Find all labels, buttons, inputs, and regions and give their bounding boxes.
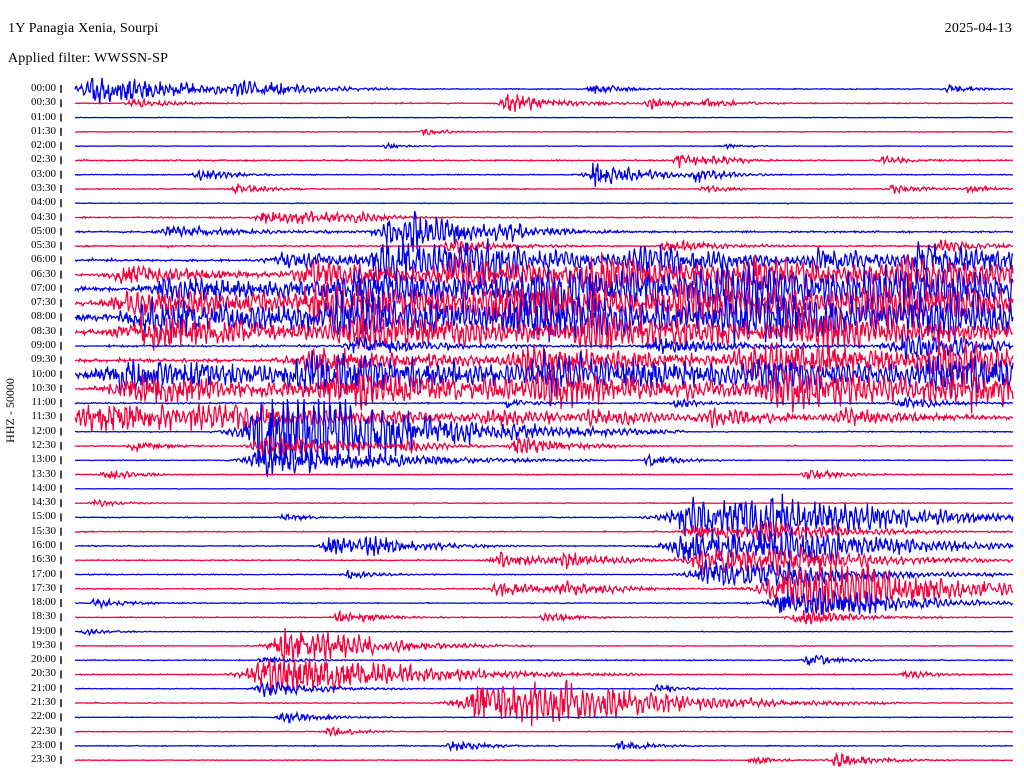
time-axis-label: 21:00	[30, 681, 56, 694]
time-axis-label: 18:30	[30, 610, 56, 623]
time-axis-label: 16:30	[30, 553, 56, 566]
time-axis-label: 23:30	[30, 753, 56, 766]
time-axis-label: 22:00	[30, 710, 56, 723]
seismic-trace-row	[74, 726, 1014, 738]
time-axis-label: 08:00	[30, 310, 56, 323]
seismic-trace-row	[75, 201, 1014, 205]
time-axis-label: 08:30	[30, 324, 56, 337]
seismic-trace-row	[74, 183, 1014, 195]
time-axis-label: 20:30	[30, 667, 56, 680]
page-title: 1Y Panagia Xenia, Sourpi	[8, 21, 159, 36]
seismic-trace-row	[74, 521, 1014, 543]
time-axis-label: 15:30	[30, 524, 56, 537]
time-axis-label: 06:30	[30, 267, 56, 280]
time-axis-label: 13:30	[30, 467, 56, 480]
seismic-trace-row	[74, 348, 1014, 401]
time-axis-label: 02:00	[30, 139, 56, 152]
seismic-trace-row	[74, 78, 1013, 105]
seismic-trace-row	[75, 435, 1013, 457]
seismic-trace-row	[74, 654, 1014, 666]
time-axis-label: 13:00	[30, 453, 56, 466]
time-axis-label: 19:00	[30, 624, 56, 637]
time-axis-label: 12:30	[30, 439, 56, 451]
time-axis-label: 17:00	[30, 567, 56, 580]
time-axis-label: 04:00	[30, 196, 56, 209]
seismic-trace-row	[74, 398, 1014, 466]
seismic-trace-row	[74, 680, 1014, 698]
seismic-trace-row	[74, 710, 1014, 724]
time-axis-label: 10:30	[30, 381, 56, 394]
time-axis-label: 19:30	[30, 638, 56, 651]
seismic-trace-row	[74, 128, 1014, 136]
time-axis-label: 17:30	[30, 581, 56, 594]
applied-filter-label: Applied filter: WWSSN-SP	[8, 51, 169, 66]
seismic-trace-row	[74, 238, 1014, 285]
seismic-trace-row	[75, 558, 1014, 614]
seismic-trace-row	[74, 628, 1014, 637]
seismic-trace-row	[74, 252, 1014, 298]
seismic-trace-row	[74, 309, 1014, 355]
seismic-trace-row	[74, 751, 1013, 767]
time-axis-label: 00:30	[30, 96, 56, 109]
seismic-trace-row	[74, 154, 1014, 169]
seismic-trace-row	[74, 526, 1014, 564]
trace-canvas	[0, 78, 1024, 778]
time-axis-label: 18:00	[30, 596, 56, 609]
time-axis-label: 06:00	[30, 253, 56, 266]
time-axis-label: 05:30	[30, 239, 56, 252]
time-axis-label: 03:30	[30, 181, 56, 194]
time-axis-label: 01:30	[30, 124, 56, 137]
time-axis-label: 14:30	[30, 496, 56, 509]
seismic-trace-row	[74, 402, 1014, 433]
seismic-trace-row	[75, 162, 1014, 187]
seismic-trace-row	[74, 93, 1014, 112]
time-axis-label: 01:00	[30, 110, 56, 123]
time-axis-label: 21:30	[30, 696, 56, 709]
time-axis-label: 09:30	[30, 353, 56, 366]
seismic-trace-row	[74, 658, 1013, 696]
time-axis-label: 03:00	[30, 167, 56, 180]
seismic-trace-row	[74, 587, 1014, 616]
seismic-trace-row	[74, 280, 1014, 332]
seismic-trace-row	[74, 333, 1014, 362]
time-axis-label: 15:00	[30, 510, 56, 523]
time-axis-label: 04:30	[30, 210, 56, 223]
seismic-trace-row	[74, 627, 1013, 663]
seismic-trace-row	[74, 290, 1014, 348]
seismic-traces	[60, 78, 1014, 767]
time-axis-label: 09:00	[30, 339, 56, 352]
time-axis-label: 16:00	[30, 538, 56, 551]
time-axis-label: 10:00	[30, 367, 56, 380]
time-axis-label: 14:00	[30, 481, 56, 494]
seismic-trace-row	[74, 487, 1014, 490]
time-axis-label: 07:00	[30, 281, 56, 294]
seismic-trace-row	[74, 740, 1014, 753]
seismic-trace-row	[74, 238, 1013, 254]
time-axis-label: 00:00	[30, 82, 56, 94]
seismic-trace-row	[74, 469, 1014, 481]
time-axis-label: 23:00	[30, 738, 56, 751]
time-axis-label: 11:00	[31, 396, 56, 409]
time-axis-label: 20:00	[30, 653, 56, 666]
record-date: 2025-04-13	[944, 21, 1012, 36]
time-axis-label: 05:00	[30, 224, 56, 237]
time-axis-label: 11:30	[31, 410, 56, 423]
seismic-trace-row	[74, 609, 1014, 625]
seismic-trace-row	[75, 210, 1014, 225]
seismic-trace-row	[74, 493, 1014, 544]
seismic-trace-row	[74, 498, 1014, 508]
time-axis-label: 22:30	[30, 724, 56, 737]
seismic-trace-row	[74, 141, 1014, 151]
seismic-trace-row	[74, 367, 1014, 414]
seismic-trace-row	[74, 679, 1014, 727]
time-axis-label: 02:30	[30, 153, 56, 166]
seismic-trace-row	[74, 116, 1014, 119]
time-axis-label: 07:30	[30, 296, 56, 309]
seismic-trace-row	[74, 442, 1014, 479]
time-axis-label: 12:00	[30, 424, 56, 437]
seismic-trace-row	[74, 395, 1014, 410]
seismic-trace-row	[74, 210, 1013, 253]
seismic-trace-row	[74, 546, 1014, 576]
